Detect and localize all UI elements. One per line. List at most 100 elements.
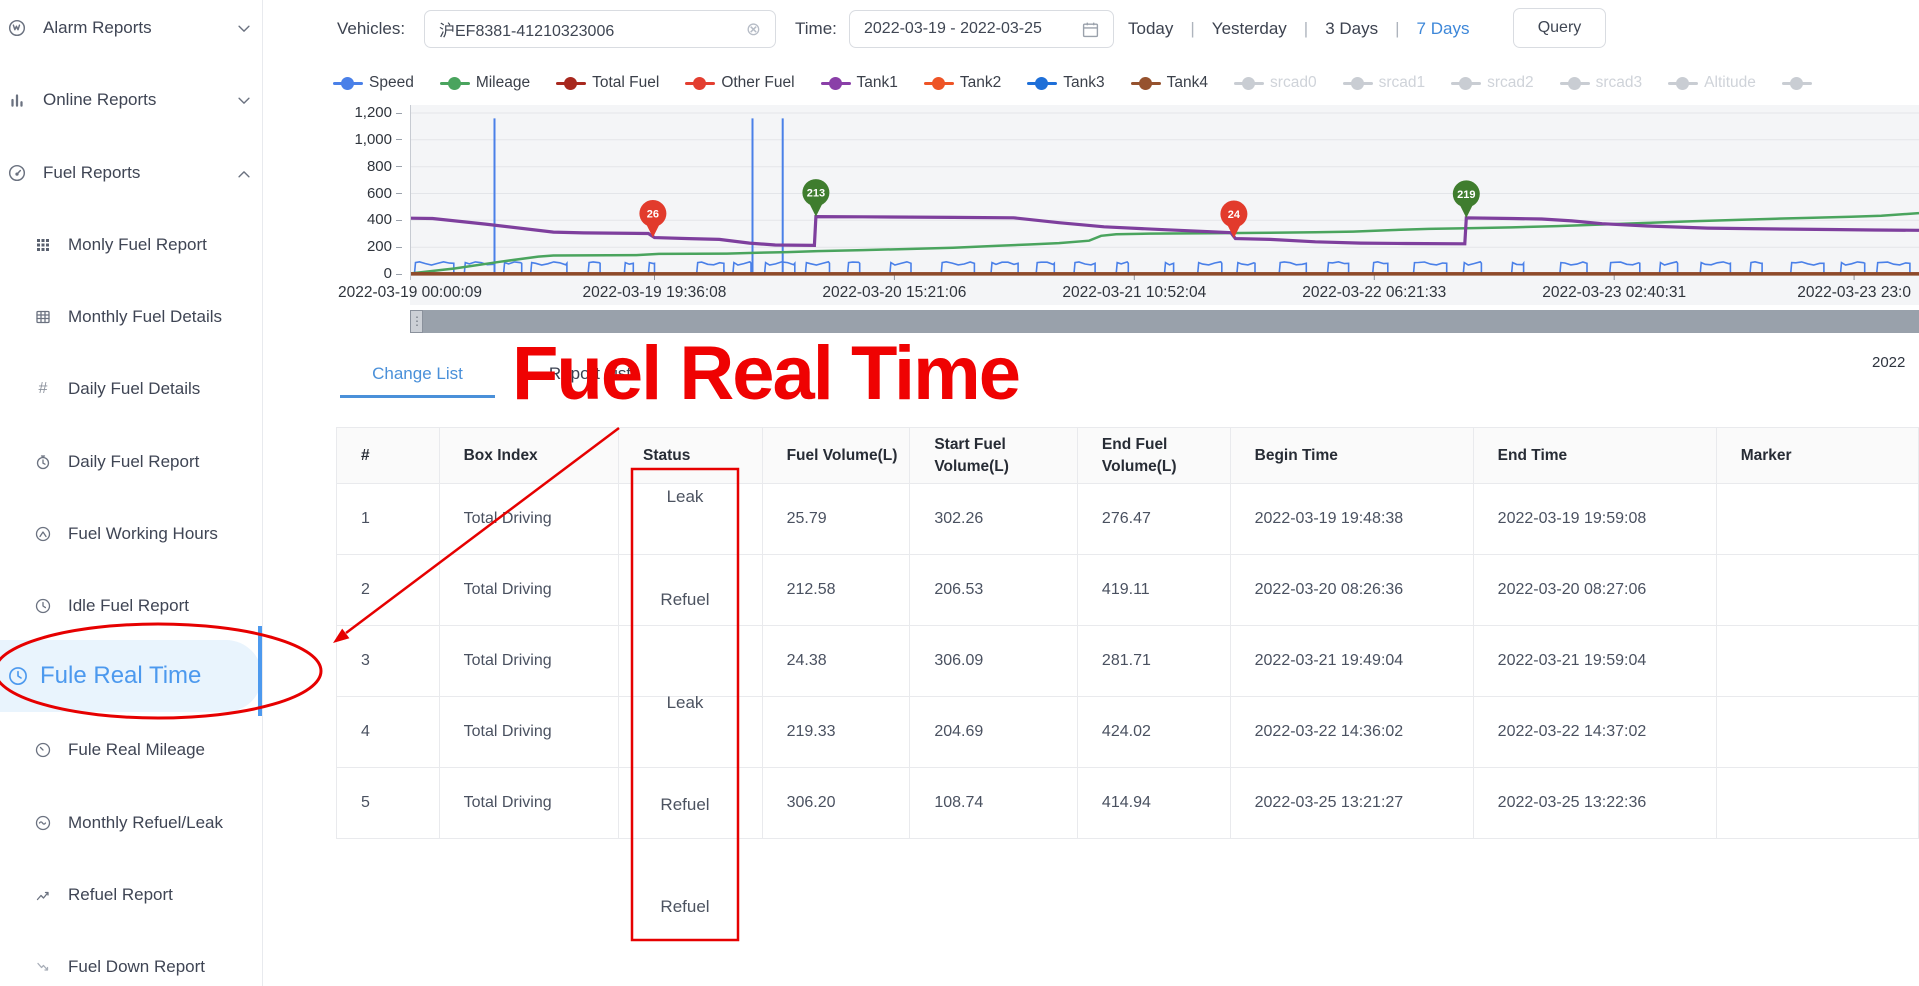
separator: | bbox=[1395, 19, 1400, 38]
tab-report-list[interactable]: Report List bbox=[525, 364, 655, 384]
col-header-fuel-volume: Fuel Volume(L) bbox=[761, 427, 911, 484]
chevron-up-icon bbox=[238, 171, 250, 178]
cell-start-fuel: 306.09 bbox=[909, 625, 1078, 697]
legend-marker bbox=[1234, 76, 1265, 90]
cell-end-time: 2022-03-25 13:22:36 bbox=[1472, 767, 1717, 839]
cell-fuel-volume: 24.38 bbox=[761, 625, 911, 697]
cell-end-time: 2022-03-20 08:27:06 bbox=[1472, 554, 1717, 626]
sidebar-item-fule-real-mileage[interactable]: Fule Real Mileage bbox=[0, 732, 262, 768]
cell-marker bbox=[1715, 554, 1919, 626]
sidebar-item-label: Daily Fuel Details bbox=[68, 379, 201, 398]
sidebar-item-label: Fule Real Time bbox=[40, 662, 202, 689]
table-row: 5 Total Driving 306.20 108.74 414.94 202… bbox=[336, 767, 1919, 839]
legend-item-other-fuel[interactable]: Other Fuel bbox=[685, 74, 795, 92]
svg-text:26: 26 bbox=[647, 209, 659, 221]
sidebar-item-daily-fuel-report[interactable]: Daily Fuel Report bbox=[0, 444, 262, 480]
legend-item-altitude[interactable]: Altitude bbox=[1668, 74, 1756, 92]
cell-start-fuel: 206.53 bbox=[909, 554, 1078, 626]
sidebar-item-label: Fuel Working Hours bbox=[68, 524, 218, 543]
legend-item-srcad3[interactable]: srcad3 bbox=[1559, 74, 1642, 92]
legend-item-srcad2[interactable]: srcad2 bbox=[1451, 74, 1534, 92]
sidebar-item-label: Monthly Refuel/Leak bbox=[68, 813, 223, 832]
legend-marker bbox=[1342, 76, 1373, 90]
sidebar-item-alarm-reports[interactable]: Alarm Reports bbox=[0, 10, 262, 46]
legend-marker bbox=[333, 76, 363, 90]
vehicles-input[interactable]: 沪EF8381-41210323006 ⊗ bbox=[424, 10, 776, 48]
x-tick: 2022-03-22 06:21:33 bbox=[1302, 284, 1447, 301]
sidebar-item-daily-fuel-details[interactable]: # Daily Fuel Details bbox=[0, 371, 262, 407]
sidebar-item-monly-fuel-report[interactable]: Monly Fuel Report bbox=[0, 227, 262, 263]
sidebar-item-idle-fuel-report[interactable]: Idle Fuel Report bbox=[0, 588, 262, 624]
cell-num: 1 bbox=[336, 483, 440, 555]
cell-box-index: Total Driving bbox=[438, 625, 619, 697]
range-3-days[interactable]: 3 Days bbox=[1325, 19, 1379, 38]
range-today[interactable]: Today bbox=[1128, 19, 1174, 38]
separator: | bbox=[1303, 19, 1309, 38]
col-header-num: # bbox=[336, 427, 440, 484]
query-button[interactable]: Query bbox=[1513, 8, 1606, 48]
legend-marker bbox=[1668, 76, 1699, 90]
sidebar-item-online-reports[interactable]: Online Reports bbox=[0, 82, 262, 118]
x-tick: 2022-03-21 10:52:04 bbox=[1062, 284, 1207, 301]
legend-item-tank2[interactable]: Tank2 bbox=[923, 74, 1001, 92]
col-header-end-fuel: End Fuel Volume(L) bbox=[1076, 427, 1231, 484]
tab-change-list[interactable]: Change List bbox=[340, 364, 495, 398]
chart-scrollbar[interactable]: ⋮ bbox=[410, 310, 1919, 333]
status-label: Leak bbox=[666, 693, 704, 712]
legend-marker bbox=[556, 76, 587, 90]
cell-marker bbox=[1715, 696, 1919, 768]
legend-label: Tank3 bbox=[1063, 74, 1105, 91]
cell-box-index: Total Driving bbox=[438, 483, 619, 555]
tab-label: Report List bbox=[548, 364, 632, 383]
col-header-start-fuel: Start Fuel Volume(L) bbox=[909, 427, 1078, 484]
cell-num: 3 bbox=[336, 625, 440, 697]
table-icon bbox=[36, 310, 50, 324]
separator: | bbox=[1190, 19, 1195, 38]
chart-legend: Speed Mileage Total Fuel Other Fuel Tank1 Tan… bbox=[333, 71, 1919, 95]
legend-item-clipped[interactable] bbox=[1781, 76, 1818, 90]
range-yesterday[interactable]: Yesterday bbox=[1211, 19, 1287, 38]
status-label: Leak bbox=[666, 487, 704, 506]
sidebar-item-refuel-report[interactable]: Refuel Report bbox=[0, 877, 262, 913]
table-row: 2 Total Driving 212.58 206.53 419.11 202… bbox=[336, 554, 1919, 626]
cell-start-fuel: 204.69 bbox=[909, 696, 1078, 768]
legend-item-total-fuel[interactable]: Total Fuel bbox=[556, 74, 659, 92]
sidebar-item-label: Fuel Reports bbox=[43, 163, 141, 182]
clear-icon[interactable]: ⊗ bbox=[745, 18, 761, 39]
sidebar-item-label: Monthly Fuel Details bbox=[68, 307, 223, 326]
scrollbar-handle[interactable]: ⋮ bbox=[410, 310, 423, 333]
cell-begin-time: 2022-03-22 14:36:02 bbox=[1229, 696, 1474, 768]
hash-icon: # bbox=[38, 380, 48, 397]
legend-item-srcad1[interactable]: srcad1 bbox=[1342, 74, 1425, 92]
table-header-row: # Box Index Status Fuel Volume(L) Start … bbox=[336, 427, 1919, 484]
wave-circle-icon bbox=[35, 815, 51, 831]
y-tick: 1,000 bbox=[262, 131, 402, 148]
legend-item-speed[interactable]: Speed bbox=[333, 74, 414, 92]
sidebar-item-monthly-fuel-details[interactable]: Monthly Fuel Details bbox=[0, 299, 262, 335]
range-7-days[interactable]: 7 Days bbox=[1416, 19, 1470, 38]
date-range-input[interactable]: 2022-03-19 - 2022-03-25 bbox=[849, 10, 1114, 48]
sidebar-item-fuel-working-hours[interactable]: Fuel Working Hours bbox=[0, 516, 262, 552]
legend-marker bbox=[685, 76, 716, 90]
table-row: 3 Total Driving 24.38 306.09 281.71 2022… bbox=[336, 625, 1919, 697]
col-header-box-index: Box Index bbox=[438, 427, 619, 484]
sidebar-item-fule-real-time[interactable]: Fule Real Time bbox=[0, 654, 262, 698]
legend-item-mileage[interactable]: Mileage bbox=[439, 74, 530, 92]
change-list-table: # Box Index Status Fuel Volume(L) Start … bbox=[336, 427, 1919, 839]
sidebar-item-fuel-reports[interactable]: Fuel Reports bbox=[0, 155, 262, 191]
cell-begin-time: 2022-03-21 19:49:04 bbox=[1229, 625, 1474, 697]
fuel-chart: 26 213 24 219 bbox=[410, 112, 1919, 280]
legend-item-tank4[interactable]: Tank4 bbox=[1130, 74, 1208, 92]
legend-item-tank1[interactable]: Tank1 bbox=[820, 74, 898, 92]
legend-item-tank3[interactable]: Tank3 bbox=[1027, 74, 1105, 92]
legend-item-srcad0[interactable]: srcad0 bbox=[1234, 74, 1317, 92]
sidebar-item-monthly-refuel-leak[interactable]: Monthly Refuel/Leak bbox=[0, 805, 262, 841]
timer-icon bbox=[35, 742, 51, 758]
sidebar-item-label: Monly Fuel Report bbox=[68, 235, 207, 254]
legend-label: srcad2 bbox=[1487, 74, 1534, 91]
legend-marker bbox=[923, 76, 954, 90]
sidebar-item-fuel-down-report[interactable]: Fuel Down Report bbox=[0, 949, 262, 985]
sidebar-item-label: Refuel Report bbox=[68, 885, 173, 904]
chevron-down-icon bbox=[238, 25, 250, 32]
